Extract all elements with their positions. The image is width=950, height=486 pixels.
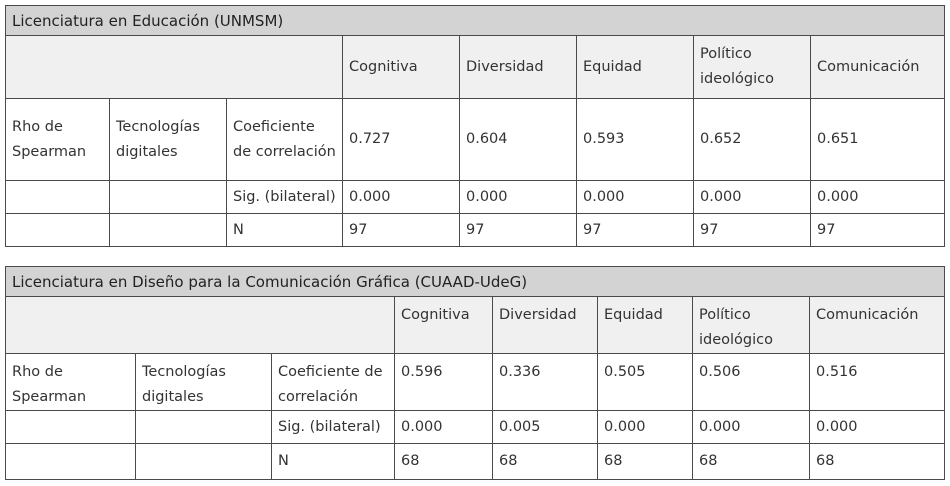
table-cell: 97 <box>576 213 694 247</box>
row-label: Coeficiente de correlación <box>271 353 395 411</box>
table-cell: 68 <box>597 443 693 480</box>
table-cell: 68 <box>692 443 810 480</box>
table-cell: 0.727 <box>342 98 460 181</box>
table-cell: 68 <box>809 443 945 480</box>
row-stub-label: Rho de Spearman <box>5 353 136 411</box>
table-cell: 0.651 <box>809 98 946 181</box>
table-cell: 0.000 <box>809 410 945 444</box>
table-cell: 0.000 <box>459 180 577 214</box>
table-caption: Licenciatura en Educación (UNMSM) <box>4 5 946 36</box>
header-empty-cell <box>5 296 395 354</box>
table-cell: 0.000 <box>692 410 810 444</box>
table-cell: 97 <box>459 213 577 247</box>
table-cell: 0.516 <box>809 353 945 411</box>
table-cell: 0.505 <box>597 353 693 411</box>
table-cell: 0.000 <box>693 180 811 214</box>
col-header-cognitiva: Cognitiva <box>342 35 460 99</box>
table-cell: 97 <box>342 213 460 247</box>
col-header-diversidad: Diversidad <box>492 296 598 354</box>
empty-cell <box>109 180 227 214</box>
table-cell: 0.652 <box>693 98 811 181</box>
table-cell: 97 <box>809 213 946 247</box>
col-header-equidad: Equidad <box>576 35 694 99</box>
row-label: Coeficiente de correlación <box>226 98 343 181</box>
header-empty-cell <box>5 35 343 99</box>
table-cell: 0.506 <box>692 353 810 411</box>
row-label: N <box>271 443 395 480</box>
col-header-cognitiva: Cognitiva <box>394 296 493 354</box>
empty-cell <box>109 213 227 247</box>
col-header-comunicacion: Comunicación <box>809 296 945 354</box>
table-cell: 97 <box>693 213 811 247</box>
table-cell: 0.604 <box>459 98 577 181</box>
col-header-comunicacion: Comunicación <box>809 35 946 99</box>
table-cell: 0.596 <box>394 353 493 411</box>
table-cell: 68 <box>492 443 598 480</box>
col-header-politico-ideologico: Político ideológico <box>693 35 811 99</box>
table-cell: 0.005 <box>492 410 598 444</box>
empty-cell <box>5 213 110 247</box>
row-group-label: Tecnologías digitales <box>109 98 227 181</box>
empty-cell <box>5 410 136 444</box>
table-cell: 0.000 <box>394 410 493 444</box>
table-row: Rho de Spearman Tecnologías digitales Co… <box>5 98 946 181</box>
col-header-equidad: Equidad <box>597 296 693 354</box>
table-cell: 0.593 <box>576 98 694 181</box>
table-cell: 0.000 <box>597 410 693 444</box>
row-label: N <box>226 213 343 247</box>
table-caption: Licenciatura en Diseño para la Comunicac… <box>5 266 945 297</box>
col-header-diversidad: Diversidad <box>459 35 577 99</box>
row-label: Sig. (bilateral) <box>226 180 343 214</box>
correlation-table-unmsm: Licenciatura en Educación (UNMSM) Cognit… <box>4 5 946 247</box>
row-stub-label: Rho de Spearman <box>5 98 110 181</box>
table-cell: 0.000 <box>576 180 694 214</box>
empty-cell <box>135 410 272 444</box>
table-row: Sig. (bilateral) 0.000 0.000 0.000 0.000… <box>5 180 946 214</box>
table-cell: 0.000 <box>342 180 460 214</box>
row-label: Sig. (bilateral) <box>271 410 395 444</box>
table-row: N 97 97 97 97 97 <box>5 213 946 247</box>
empty-cell <box>135 443 272 480</box>
table-cell: 0.000 <box>809 180 946 214</box>
table-cell: 68 <box>394 443 493 480</box>
table-row: Sig. (bilateral) 0.000 0.005 0.000 0.000… <box>5 410 945 444</box>
empty-cell <box>5 180 110 214</box>
empty-cell <box>5 443 136 480</box>
row-group-label: Tecnologías digitales <box>135 353 272 411</box>
col-header-politico-ideologico: Político ideológico <box>692 296 810 354</box>
correlation-table-cuaad-udeg: Licenciatura en Diseño para la Comunicac… <box>5 266 945 480</box>
table-row: N 68 68 68 68 68 <box>5 443 945 480</box>
table-cell: 0.336 <box>492 353 598 411</box>
table-row: Rho de Spearman Tecnologías digitales Co… <box>5 353 945 411</box>
